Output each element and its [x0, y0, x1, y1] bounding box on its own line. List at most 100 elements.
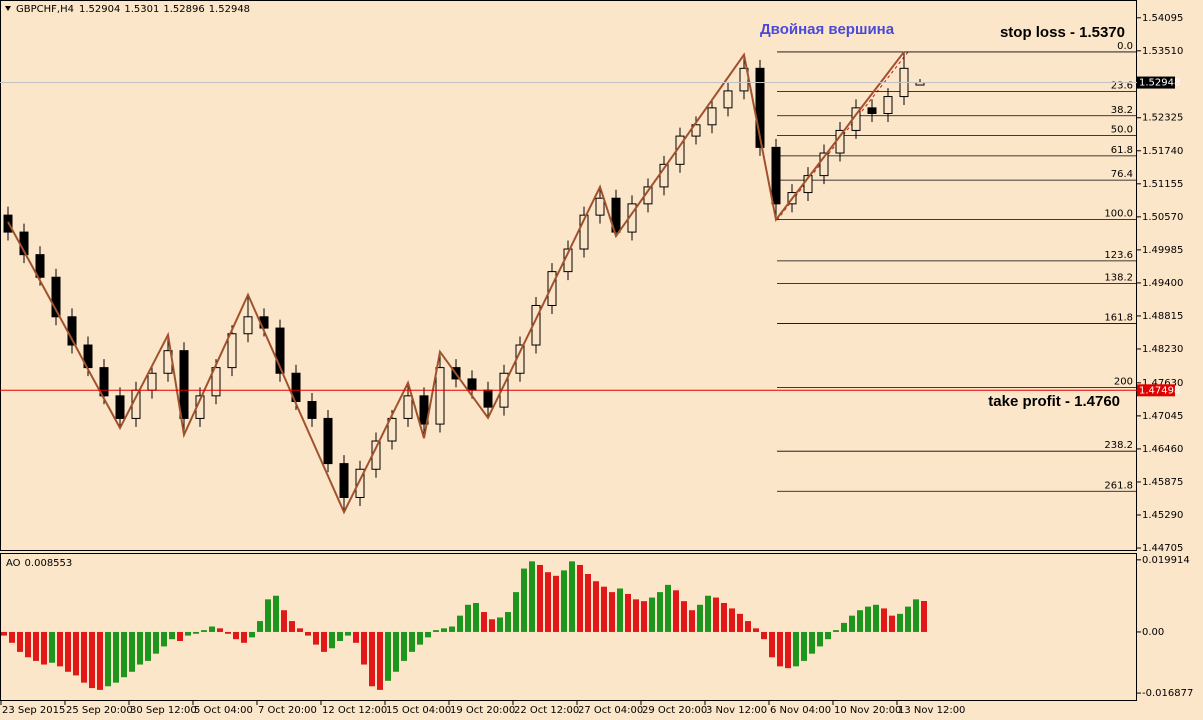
- menu-arrow[interactable]: [5, 6, 11, 11]
- ao-bar: [697, 604, 703, 632]
- ao-bar: [601, 586, 607, 632]
- ao-bar: [441, 628, 447, 632]
- fibo-label: 100.0: [1104, 209, 1133, 220]
- x-tick-label: 15 Oct 04:00: [386, 705, 451, 716]
- candle-body: [419, 395, 429, 425]
- candle-body: [387, 417, 397, 442]
- ao-bar: [713, 597, 719, 632]
- x-tick-label: 12 Oct 12:00: [322, 705, 387, 716]
- ao-bar: [801, 631, 807, 661]
- fibo-label: 76.4: [1111, 169, 1133, 180]
- ao-bar: [209, 626, 215, 632]
- zigzag-line: [7, 51, 905, 515]
- fibo-label: 261.8: [1104, 480, 1133, 491]
- ao-bar: [201, 630, 207, 632]
- ao-bar: [649, 597, 655, 632]
- fibo-label: 38.2: [1111, 105, 1133, 116]
- ao-bar: [313, 631, 319, 645]
- y-tick-label: 1.51740: [1142, 146, 1183, 157]
- candle-body: [51, 276, 61, 318]
- ao-name: AO: [6, 558, 21, 569]
- hline-price-label: 1.47498: [1139, 385, 1180, 396]
- fibo-label: 161.8: [1104, 313, 1133, 324]
- x-tick-label: 29 Oct 20:00: [642, 705, 707, 716]
- x-tick-label: 19 Oct 20:00: [450, 705, 515, 716]
- ao-bar: [489, 619, 495, 632]
- ao-bar: [633, 599, 639, 632]
- y-tick-label: 1.50570: [1142, 212, 1183, 223]
- ao-bar: [273, 595, 279, 632]
- fibo-label: 238.2: [1104, 440, 1133, 451]
- fibo-label: 138.2: [1104, 272, 1133, 283]
- ao-bar: [345, 631, 351, 636]
- ao-bar: [73, 631, 79, 676]
- y-tick-label: 1.48815: [1142, 311, 1183, 322]
- ao-bar: [505, 612, 511, 632]
- y-tick-label: 1.49985: [1142, 245, 1183, 256]
- ao-bar: [769, 631, 775, 658]
- candle-body: [467, 378, 477, 391]
- annotation: Двойная вершина: [760, 21, 895, 38]
- ao-bar: [545, 572, 551, 632]
- ao-bar: [793, 631, 799, 667]
- x-tick-label: 27 Oct 04:00: [578, 705, 643, 716]
- candle-body: [819, 152, 829, 177]
- candle-body: [323, 417, 333, 465]
- fibo-label: 50.0: [1111, 125, 1133, 136]
- ao-bar: [785, 631, 791, 669]
- candle-body: [435, 367, 445, 425]
- ao-bar: [233, 631, 239, 640]
- ao-bar: [889, 615, 895, 632]
- y-tick-label: 0.00: [1142, 627, 1164, 638]
- candle-body: [691, 124, 701, 137]
- ao-bar: [41, 631, 47, 665]
- ao-bar: [1, 631, 7, 636]
- ao-bar: [113, 631, 119, 683]
- ao-header: AO 0.008553: [6, 558, 72, 569]
- price-panel-frame: [0, 0, 1137, 551]
- y-tick-label: 1.44705: [1142, 543, 1183, 554]
- x-tick-label: 3 Nov 12:00: [706, 705, 767, 716]
- header-low: 1.52896: [163, 4, 204, 15]
- ao-bar: [49, 631, 55, 663]
- ao-bar: [129, 631, 135, 672]
- ao-bar: [385, 631, 391, 681]
- ao-bar: [665, 584, 671, 632]
- x-tick-label: 23 Sep 2015: [2, 705, 65, 716]
- fibo-label: 200: [1114, 376, 1133, 387]
- chart-header: GBPCHF,H4 1.52904 1.5301 1.52896 1.52948: [16, 4, 250, 15]
- ao-bar: [809, 631, 815, 654]
- candle-body: [115, 395, 125, 419]
- ao-bar: [817, 631, 823, 647]
- candle-body: [211, 367, 221, 397]
- candle-body: [35, 254, 45, 278]
- ao-bar: [281, 610, 287, 632]
- ao-bar: [369, 631, 375, 687]
- candle-body: [771, 146, 781, 205]
- candle-body: [355, 468, 365, 498]
- ao-bar: [481, 612, 487, 632]
- x-tick-label: 30 Sep 12:00: [130, 705, 197, 716]
- ao-bar: [497, 617, 503, 632]
- candle-body: [755, 67, 765, 148]
- ao-bar: [745, 621, 751, 632]
- ao-bar: [761, 631, 767, 640]
- candle-body: [275, 327, 285, 374]
- ao-bar: [449, 626, 455, 632]
- ao-bar: [57, 631, 63, 667]
- header-high: 1.5301: [124, 4, 159, 15]
- y-tick-label: -0.016877: [1142, 688, 1193, 699]
- y-tick-label: 1.47630: [1142, 378, 1183, 389]
- ao-bar: [105, 631, 111, 687]
- ao-bar: [17, 631, 23, 652]
- annotation: take profit - 1.4760: [988, 393, 1120, 410]
- hline-price-box: [1137, 384, 1175, 397]
- ao-bar: [921, 600, 927, 632]
- fibo-label: 61.8: [1111, 145, 1133, 156]
- ao-bar: [913, 599, 919, 632]
- candle-body: [595, 197, 605, 216]
- ao-bar: [121, 631, 127, 678]
- ao-bar: [753, 628, 759, 632]
- y-tick-label: 1.53510: [1142, 46, 1183, 57]
